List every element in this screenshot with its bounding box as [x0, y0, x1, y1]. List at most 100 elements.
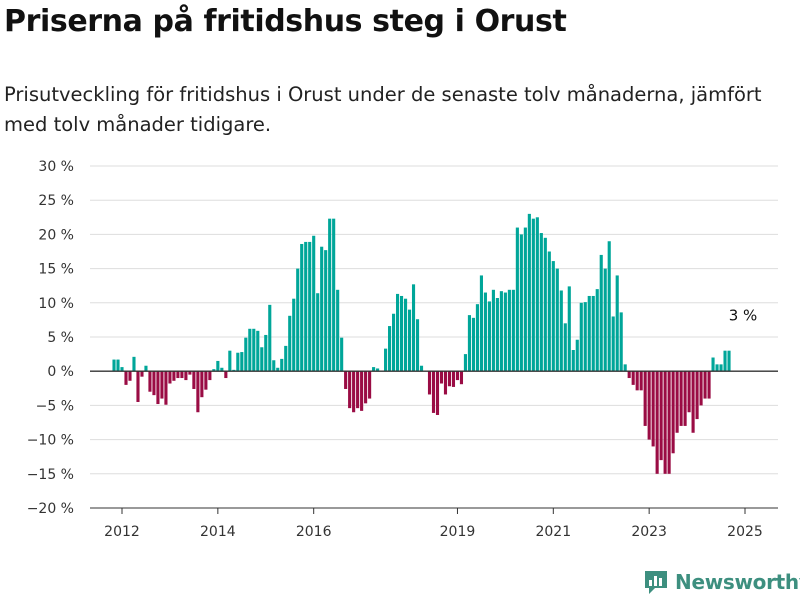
bar [340, 337, 344, 372]
bar [284, 345, 288, 372]
bar [419, 365, 424, 372]
bar [583, 302, 587, 372]
bar [236, 352, 240, 372]
bar [320, 246, 324, 372]
x-tick-label: 2012 [104, 524, 140, 540]
bar [499, 291, 503, 372]
bar [643, 371, 647, 426]
bar [527, 213, 531, 372]
bar [703, 371, 707, 399]
bar [667, 371, 671, 474]
bar [264, 334, 268, 372]
bar [563, 323, 567, 372]
bar [348, 371, 352, 409]
bar [392, 313, 396, 372]
bar [675, 371, 679, 433]
bar [160, 371, 164, 399]
bar [300, 243, 304, 372]
bar [547, 251, 551, 372]
bar [208, 371, 212, 381]
bar [635, 371, 639, 391]
bar [543, 237, 547, 372]
bar [559, 290, 563, 372]
bar [719, 364, 723, 372]
bar [711, 357, 715, 372]
bar [415, 319, 420, 372]
bar [112, 359, 116, 372]
bar [192, 371, 196, 389]
bar [164, 371, 168, 405]
bar [631, 371, 635, 385]
bar [459, 371, 464, 385]
bar [551, 261, 555, 372]
bar [639, 371, 643, 391]
bar [388, 326, 392, 372]
bar [280, 358, 284, 372]
bar [204, 371, 208, 390]
bar [324, 250, 328, 372]
bar [188, 371, 192, 375]
bar [699, 371, 703, 406]
bar [503, 292, 507, 372]
bar [232, 369, 236, 372]
bar [184, 371, 188, 381]
bar [599, 254, 603, 372]
newsworthy-logo-icon [645, 571, 667, 594]
bar [655, 371, 659, 474]
bar [539, 233, 543, 372]
y-tick-label: 25 % [38, 193, 74, 209]
bar [435, 371, 440, 415]
y-tick-label: 10 % [38, 296, 74, 312]
bar [431, 371, 436, 413]
bar [256, 330, 260, 372]
bar [659, 371, 663, 461]
bar [623, 364, 627, 372]
bar [611, 316, 615, 372]
bar [479, 275, 483, 372]
bar [312, 235, 316, 372]
bar [615, 275, 619, 372]
bar [663, 371, 667, 474]
bar [671, 371, 675, 454]
x-tick-label: 2019 [440, 524, 476, 540]
bar [168, 371, 172, 384]
bar [316, 293, 320, 372]
y-tick-label: 5 % [47, 330, 74, 346]
bar [399, 295, 404, 372]
bar [555, 268, 559, 372]
y-axis: 30 % 25 % 20 % 15 % 10 % 5 % 0 % −5 % −10 % −15 %… [27, 159, 74, 517]
bar [531, 218, 535, 372]
bar [575, 339, 579, 372]
bar [443, 371, 448, 395]
bar-chart: 30 % 25 % 20 % 15 % 10 % 5 % 0 % −5 % −10 % −15 %… [27, 159, 778, 540]
bar [308, 241, 312, 372]
bar [475, 304, 479, 372]
bar [180, 371, 184, 379]
bar [120, 367, 124, 372]
y-tick-label: 30 % [38, 159, 74, 175]
y-tick-label: −20 % [27, 501, 74, 517]
bar [272, 360, 276, 372]
x-tick-label: 2023 [631, 524, 667, 540]
bar [220, 367, 224, 372]
bar [396, 293, 400, 372]
bar [567, 286, 571, 372]
bar [356, 371, 360, 409]
bar [439, 371, 444, 384]
bar [679, 371, 683, 426]
x-tick-label: 2021 [535, 524, 571, 540]
bar [455, 371, 460, 381]
bar [695, 371, 699, 420]
newsworthy-logo: Newsworthy [643, 568, 800, 596]
bar [176, 371, 180, 379]
bar [228, 350, 232, 372]
bar [352, 371, 356, 413]
bar [152, 371, 156, 396]
bar [519, 234, 523, 372]
y-tick-label: −10 % [27, 433, 74, 449]
bar [715, 364, 719, 372]
bar [691, 371, 695, 433]
bar [248, 328, 252, 372]
bar [276, 367, 280, 372]
bar [268, 304, 272, 372]
